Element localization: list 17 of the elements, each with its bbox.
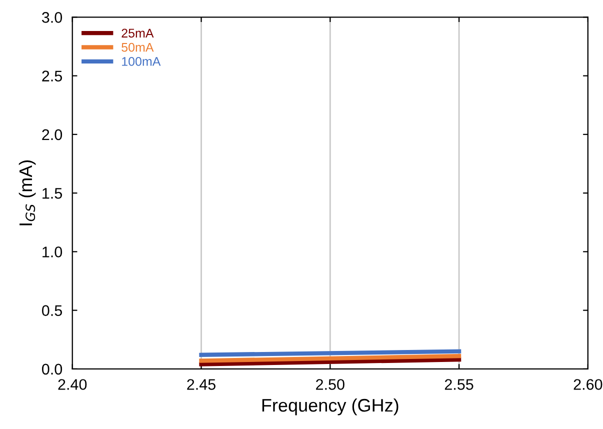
y-axis-title: I$_{GS}$ (mA)	[18, 160, 36, 226]
x-tick-label: 2.60	[574, 379, 602, 390]
y-tick-label: 0.5	[42, 305, 62, 316]
legend-label: 25mA	[122, 28, 154, 38]
y-tick-label: 1.5	[42, 188, 62, 199]
y-tick-label: 0.0	[42, 364, 62, 375]
x-tick-label: 2.55	[444, 379, 474, 390]
y-tick-label: 2.0	[42, 129, 62, 140]
x-tick-label: 2.40	[58, 379, 87, 390]
y-tick-label: 3.0	[42, 12, 62, 23]
x-tick-label: 2.45	[187, 379, 216, 390]
x-tick-label: 2.50	[316, 379, 344, 390]
x-axis-title: Frequency (GHz)	[262, 398, 398, 416]
y-tick-label: 2.5	[42, 70, 62, 82]
legend-label: 50mA	[122, 42, 154, 52]
y-tick-label: 1.0	[42, 246, 62, 258]
legend-label: 100mA	[122, 57, 161, 66]
